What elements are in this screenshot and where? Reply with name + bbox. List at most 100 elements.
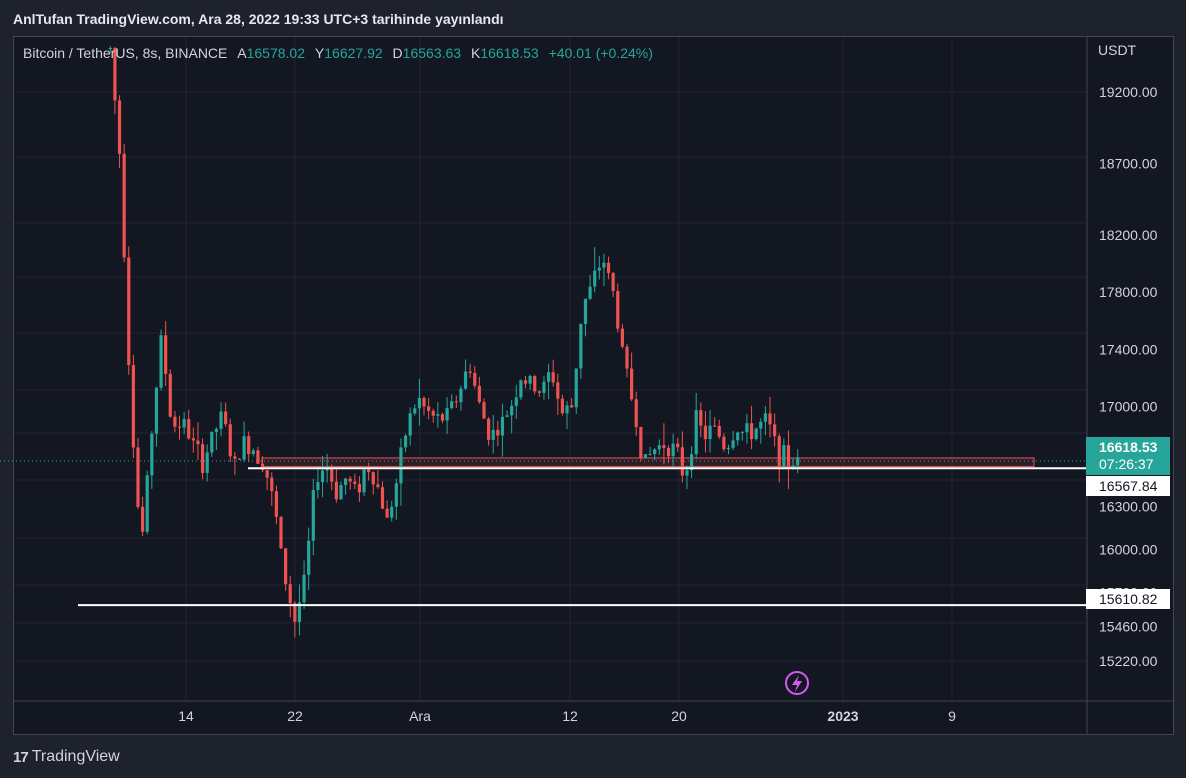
candle-body [316, 482, 320, 490]
candle-body [436, 414, 440, 416]
candle-body [284, 548, 288, 585]
candle-body [773, 424, 777, 437]
candle-body [177, 426, 182, 428]
price-axis-tick: 16300.00 [1099, 499, 1158, 515]
candle-body [339, 485, 343, 500]
level-label-2-bg [1086, 589, 1170, 609]
price-axis-tick: 18200.00 [1099, 227, 1158, 243]
candle-body [297, 602, 302, 622]
candle-body [463, 371, 468, 389]
candle-body [657, 445, 661, 450]
chart-frame[interactable] [13, 36, 1174, 735]
candle-body [325, 468, 329, 471]
candle-body [768, 413, 772, 425]
high-value: 16627.92 [324, 45, 383, 61]
candle-body [620, 328, 624, 347]
candle-body [450, 401, 454, 409]
candle-body [288, 584, 292, 604]
close-label: K [470, 45, 481, 61]
open-value: 16578.02 [246, 45, 306, 61]
candle-body [740, 432, 744, 434]
candle-body [131, 365, 135, 448]
candle-body [487, 418, 491, 440]
candle-body [159, 335, 163, 388]
time-axis-tick: 12 [562, 708, 578, 724]
candle-body [307, 540, 311, 575]
candle-body [256, 450, 260, 464]
candle-body [108, 47, 112, 50]
candle-body [459, 388, 463, 403]
candle-body [473, 372, 477, 386]
candle-body [187, 419, 191, 439]
candle-body [477, 385, 481, 403]
candle-body [565, 405, 569, 414]
candle-body [117, 100, 122, 154]
candle-body [311, 489, 315, 541]
candle-body [394, 483, 398, 507]
candle-body [676, 443, 680, 448]
footer: 17 TradingView [13, 744, 120, 770]
level-label-1-bg [1086, 476, 1170, 496]
candle-body [749, 423, 754, 440]
candle-body [445, 408, 449, 421]
high-label: Y [314, 45, 325, 61]
candle-body [763, 413, 767, 422]
candle-body [191, 438, 195, 441]
candle-body [440, 414, 445, 421]
candle-body [233, 456, 237, 459]
price-axis-tick: 15220.00 [1099, 653, 1158, 669]
level-label-1: 16567.84 [1099, 478, 1158, 494]
candle-body [357, 483, 362, 493]
candle-body [182, 419, 186, 428]
candle-body [122, 153, 126, 258]
candle-body [625, 346, 629, 369]
level-label-2: 15610.82 [1099, 591, 1158, 607]
candle-body [606, 262, 611, 274]
candle-body [708, 425, 712, 440]
candle-body [150, 433, 154, 476]
candle-body [542, 381, 546, 393]
candle-body [427, 406, 431, 411]
candle-body [260, 463, 265, 471]
candle-body [703, 425, 708, 440]
candle-body [422, 397, 426, 407]
lightning-icon[interactable] [785, 671, 809, 695]
candle-body [556, 382, 560, 399]
candle-body [228, 424, 232, 457]
candle-body [653, 449, 657, 455]
candle-body [293, 603, 297, 622]
candle-body [593, 270, 597, 287]
candle-body [579, 324, 583, 369]
candle-body [671, 443, 675, 457]
candle-body [164, 335, 168, 374]
candle-body [385, 508, 389, 518]
candle-body [546, 372, 551, 382]
candle-body [537, 391, 541, 393]
countdown-label: 07:26:37 [1099, 456, 1154, 472]
price-axis-tick: 18700.00 [1099, 155, 1158, 171]
candle-body [279, 516, 283, 549]
candle-body [168, 373, 172, 417]
price-axis-tick: 17000.00 [1099, 399, 1158, 415]
low-value: 16563.63 [402, 45, 462, 61]
candle-body [574, 368, 578, 408]
candle-body [602, 262, 606, 268]
axis-currency-label: USDT [1098, 42, 1137, 58]
candle-body [247, 436, 251, 455]
candle-body [616, 290, 620, 329]
candle-body [237, 458, 242, 460]
candle-body [399, 447, 403, 484]
candle-body [367, 469, 371, 473]
candle-body [643, 454, 648, 458]
candle-body [413, 408, 417, 414]
candle-body [791, 465, 795, 469]
candle-body [685, 470, 689, 476]
candle-body [570, 405, 574, 408]
tradingview-brand: TradingView [31, 748, 120, 765]
price-axis-tick: 16000.00 [1099, 541, 1158, 557]
tradingview-logo-icon: 17 [13, 748, 29, 766]
candle-body [343, 478, 348, 486]
candle-body [560, 398, 565, 414]
candle-body [242, 436, 246, 460]
